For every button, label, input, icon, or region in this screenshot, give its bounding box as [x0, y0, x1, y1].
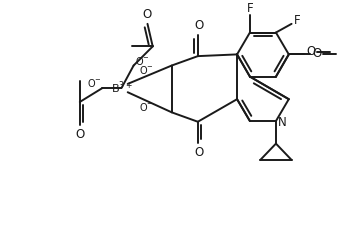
Text: B$^{3+}$: B$^{3+}$ — [110, 80, 132, 96]
Text: O: O — [194, 146, 203, 159]
Text: O$^{-}$: O$^{-}$ — [139, 101, 154, 113]
Text: F: F — [294, 14, 301, 27]
Text: O: O — [307, 45, 316, 58]
Text: O$^{-}$: O$^{-}$ — [135, 55, 150, 67]
Text: O: O — [312, 47, 321, 60]
Text: O$^{-}$: O$^{-}$ — [139, 64, 154, 76]
Text: F: F — [247, 2, 253, 15]
Text: O$^{-}$: O$^{-}$ — [87, 77, 102, 89]
Text: O: O — [194, 19, 203, 32]
Text: N: N — [278, 116, 287, 129]
Text: O: O — [76, 128, 85, 141]
Text: O: O — [142, 8, 152, 21]
